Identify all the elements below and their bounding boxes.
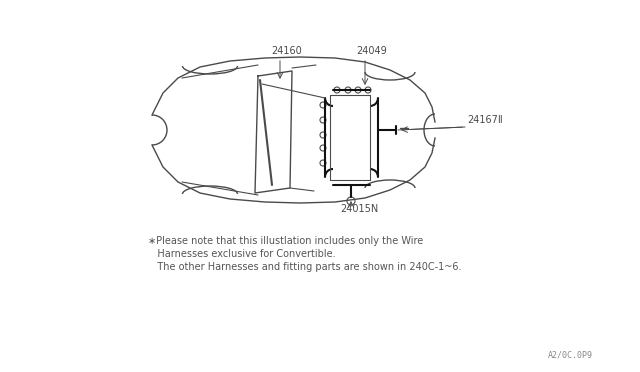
Text: 24049: 24049 [356,46,387,56]
Text: 24167Ⅱ: 24167Ⅱ [467,115,503,125]
Text: ∗Please note that this illustlation includes only the Wire: ∗Please note that this illustlation incl… [148,236,423,246]
Text: Harnesses exclusive for Convertible.: Harnesses exclusive for Convertible. [148,249,335,259]
Text: A2/0C.0P9: A2/0C.0P9 [548,351,593,360]
Text: 24015N: 24015N [340,204,378,214]
Text: 24160: 24160 [271,46,301,56]
Text: The other Harnesses and fitting parts are shown in 240C-1~6.: The other Harnesses and fitting parts ar… [148,262,461,272]
